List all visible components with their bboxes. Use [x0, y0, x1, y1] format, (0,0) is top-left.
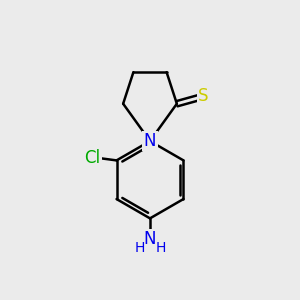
Text: H: H [155, 241, 166, 255]
Text: N: N [144, 230, 156, 248]
Text: H: H [134, 241, 145, 255]
Text: N: N [144, 132, 156, 150]
Text: S: S [198, 87, 209, 105]
Text: Cl: Cl [84, 149, 100, 167]
